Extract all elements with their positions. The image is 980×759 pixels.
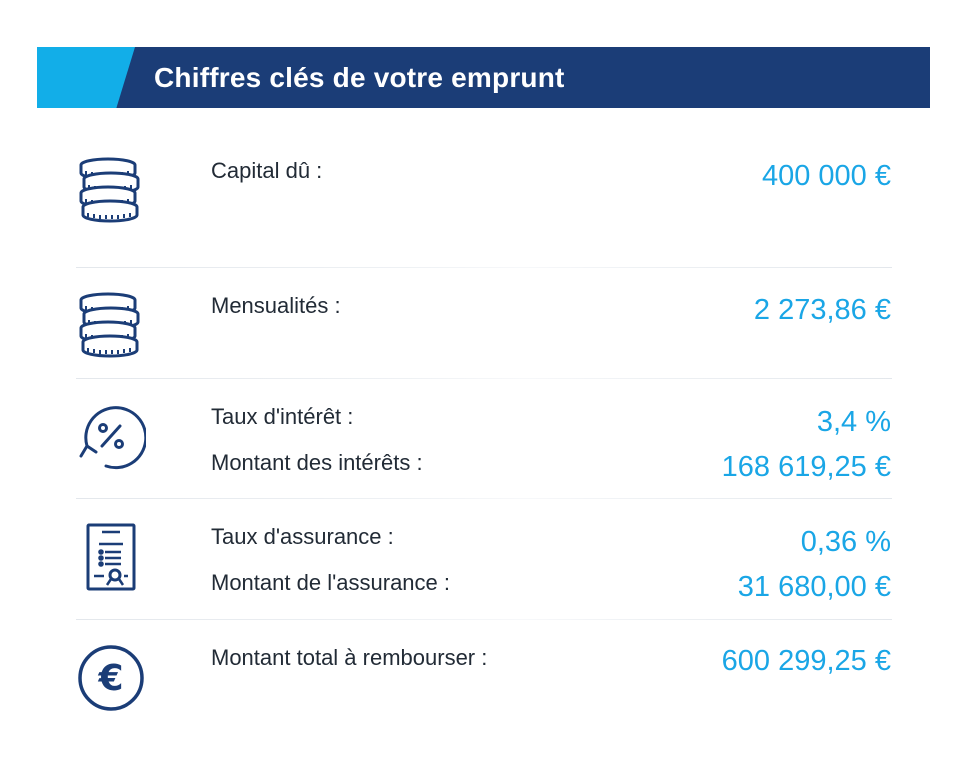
divider xyxy=(76,619,892,620)
interest-amount-label: Montant des intérêts : xyxy=(211,450,423,475)
divider xyxy=(76,267,892,268)
interest-amount-value: 168 619,25 € xyxy=(721,451,891,483)
divider xyxy=(76,378,892,379)
monthly-payments-value: 2 273,86 € xyxy=(753,294,891,326)
svg-text:€: € xyxy=(97,658,123,699)
coins-stack-icon xyxy=(76,153,146,223)
capital-value: 400 000 € xyxy=(761,160,891,192)
interest-rate-label: Taux d'intérêt : xyxy=(211,404,354,429)
divider xyxy=(76,498,892,499)
insurance-rate-value: 0,36 % xyxy=(800,526,891,558)
header-accent-stripe xyxy=(37,47,135,108)
total-label: Montant total à rembourser : xyxy=(211,645,488,670)
percent-cycle-icon xyxy=(76,402,146,472)
euro-coin-icon: € xyxy=(76,643,146,713)
interest-rate-value: 3,4 % xyxy=(816,406,891,438)
capital-label: Capital dû : xyxy=(211,158,323,183)
insurance-amount-label: Montant de l'assurance : xyxy=(211,570,451,595)
coins-stack-icon xyxy=(76,288,146,358)
insurance-certificate-icon xyxy=(76,522,146,592)
monthly-payments-label: Mensualités : xyxy=(211,293,341,318)
section-title: Chiffres clés de votre emprunt xyxy=(154,62,565,93)
insurance-amount-value: 31 680,00 € xyxy=(737,571,891,603)
section-header: Chiffres clés de votre emprunt xyxy=(37,47,930,108)
insurance-rate-label: Taux d'assurance : xyxy=(211,524,394,549)
total-value: 600 299,25 € xyxy=(721,645,891,677)
